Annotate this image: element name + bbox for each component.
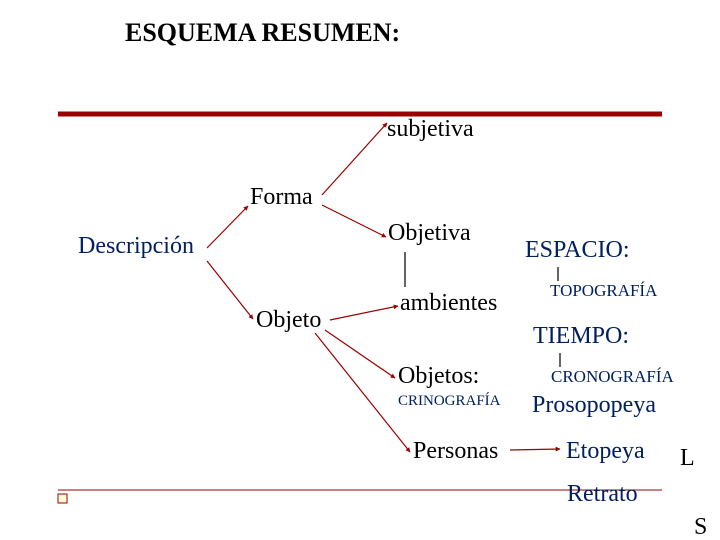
edge-forma-subjetiva: [322, 123, 387, 195]
edge-descripcion-objeto: [207, 261, 253, 319]
node-prosopopeya: Prosopopeya: [532, 392, 656, 419]
diagram-title: ESQUEMA RESUMEN:: [125, 18, 400, 48]
node-forma: Forma: [250, 184, 313, 211]
node-tiempo: TIEMPO:: [533, 323, 629, 350]
node-personas: Personas: [413, 438, 498, 465]
edge-objeto-ambientes: [330, 306, 398, 320]
edge-descripcion-forma: [207, 206, 248, 248]
node-cronografia: CRONOGRAFÍA: [551, 367, 674, 387]
edge-forma-objetiva: [322, 205, 386, 237]
node-objeto: Objeto: [256, 307, 321, 334]
node-ambientes: ambientes: [400, 290, 497, 317]
node-objetos: Objetos:: [398, 363, 479, 390]
node-crinografia: CRINOGRAFÍA: [398, 393, 501, 410]
node-etopeya: Etopeya: [566, 438, 645, 465]
edge-personas-etopeya: [510, 449, 560, 450]
edge-objeto-personas: [315, 333, 410, 452]
node-espacio: ESPACIO:: [525, 237, 629, 264]
node-objetiva: Objetiva: [388, 220, 471, 247]
node-subjetiva: subjetiva: [387, 116, 474, 143]
bullet-square-icon: [58, 494, 67, 503]
node-topografia: TOPOGRAFÍA: [550, 281, 657, 301]
node-descripcion: Descripción: [78, 233, 194, 260]
node-retrato: Retrato: [567, 481, 638, 508]
node-S: S: [694, 514, 707, 540]
edge-objeto-objetos: [325, 330, 395, 378]
node-L: L: [680, 445, 695, 472]
